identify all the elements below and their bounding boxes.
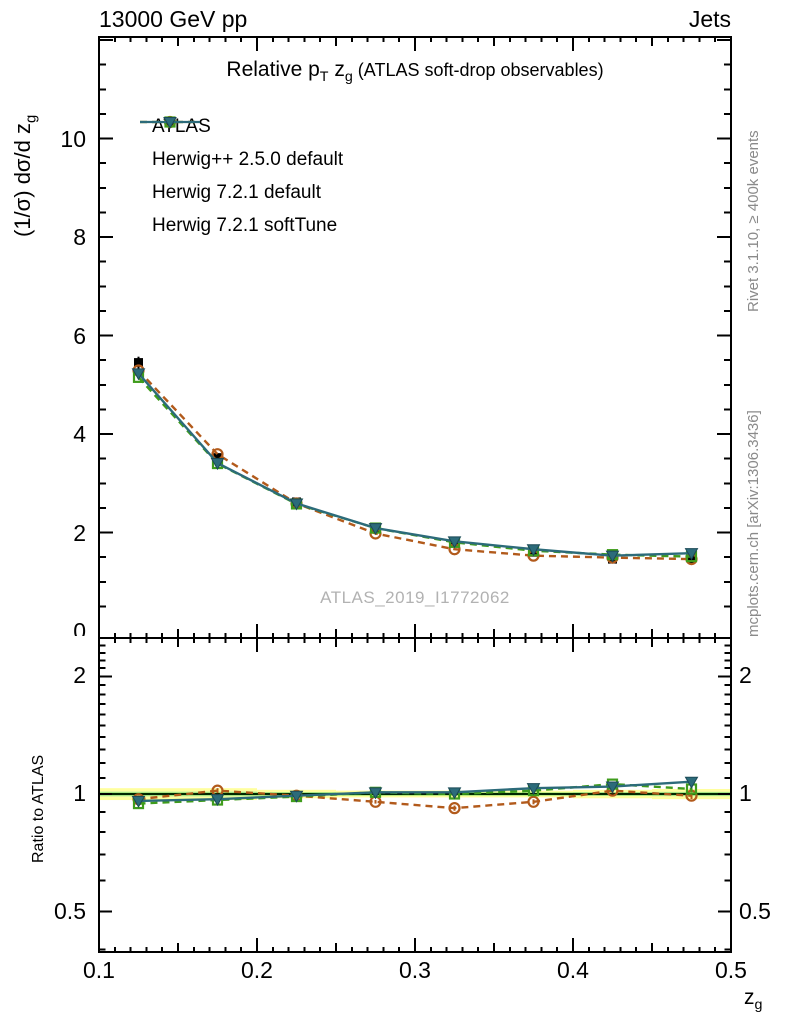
panel-frames (98, 36, 732, 953)
axis-ticks (98, 37, 732, 952)
ratio-series-herwig-7-2-1-softtune (131, 776, 699, 808)
main-series-herwig-7-2-1-softtune (131, 368, 699, 563)
